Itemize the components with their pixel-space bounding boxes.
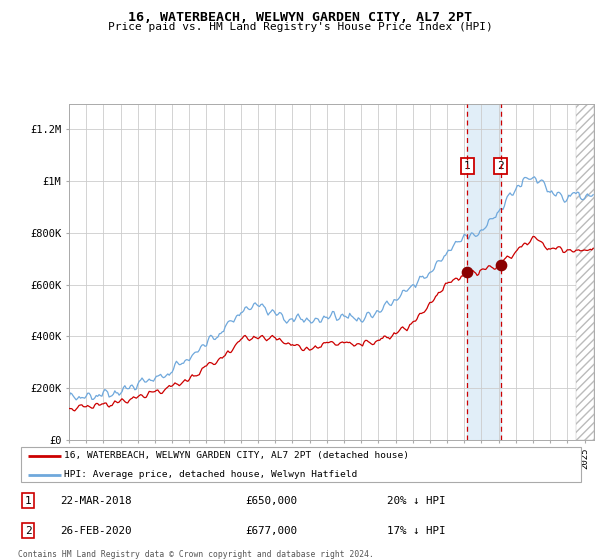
Text: 22-MAR-2018: 22-MAR-2018 <box>61 496 132 506</box>
FancyBboxPatch shape <box>21 447 581 482</box>
Text: 17% ↓ HPI: 17% ↓ HPI <box>386 526 445 536</box>
Point <box>496 260 506 269</box>
Text: HPI: Average price, detached house, Welwyn Hatfield: HPI: Average price, detached house, Welw… <box>64 470 358 479</box>
Bar <box>467 104 501 440</box>
Text: 26-FEB-2020: 26-FEB-2020 <box>61 526 132 536</box>
Text: 20% ↓ HPI: 20% ↓ HPI <box>386 496 445 506</box>
Text: 1: 1 <box>25 496 32 506</box>
Point <box>463 267 472 276</box>
Text: £650,000: £650,000 <box>245 496 297 506</box>
Text: Contains HM Land Registry data © Crown copyright and database right 2024.
This d: Contains HM Land Registry data © Crown c… <box>18 550 374 560</box>
Text: 2: 2 <box>25 526 32 536</box>
Text: Price paid vs. HM Land Registry's House Price Index (HPI): Price paid vs. HM Land Registry's House … <box>107 22 493 32</box>
Text: 16, WATERBEACH, WELWYN GARDEN CITY, AL7 2PT: 16, WATERBEACH, WELWYN GARDEN CITY, AL7 … <box>128 11 472 24</box>
Text: 2: 2 <box>497 161 504 171</box>
Text: 1: 1 <box>464 161 470 171</box>
Text: £677,000: £677,000 <box>245 526 297 536</box>
Text: 16, WATERBEACH, WELWYN GARDEN CITY, AL7 2PT (detached house): 16, WATERBEACH, WELWYN GARDEN CITY, AL7 … <box>64 451 409 460</box>
